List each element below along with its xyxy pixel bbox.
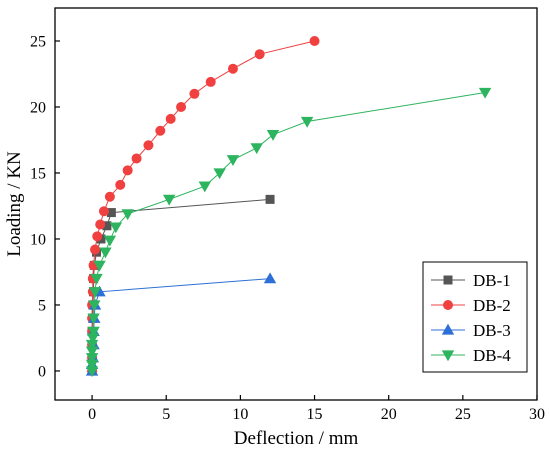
x-axis-title: Deflection / mm [234,428,359,449]
data-point [93,260,106,272]
data-point [176,101,187,112]
legend-marker [441,323,455,335]
data-point [265,194,275,204]
series-line [91,278,271,371]
data-point [121,209,134,221]
x-tick-label: 5 [162,406,170,423]
legend: DB-1 DB-2 DB-3 DB-4 [422,261,528,373]
data-point [143,140,154,151]
series-line [91,40,315,371]
data-point [88,287,102,298]
data-point [102,221,112,231]
x-tick-label: 30 [529,406,545,423]
legend-marker [443,300,453,310]
data-point [162,194,176,206]
data-point [99,247,112,259]
data-point [103,235,117,247]
data-point [266,130,280,141]
data-point [85,339,99,351]
y-tick-label: 15 [30,165,46,182]
data-point [254,49,265,60]
axes: 0 5 10 15 20 25 30 0 5 10 15 20 25 [30,33,545,423]
y-tick-label: 0 [38,363,46,380]
data-point [189,88,200,99]
data-point [227,63,238,74]
legend-marker [443,275,453,285]
x-tick-label: 0 [88,406,96,423]
data-point [98,206,109,217]
data-point [85,346,99,358]
legend-label: DB-2 [473,296,511,315]
data-point [87,313,100,325]
data-point [213,168,226,180]
data-point [106,208,116,218]
data-point [131,153,142,164]
data-point [250,143,263,155]
data-point [115,179,126,190]
y-tick-label: 10 [30,231,46,248]
data-point [90,244,101,255]
plot-area [54,7,538,401]
legend-label: DB-4 [473,346,511,365]
series-db-2 [87,35,320,376]
data-point [165,113,176,124]
y-axis-title: Loading / KN [4,151,25,257]
data-point [104,191,115,202]
data-point [309,35,320,46]
x-tick-label: 10 [232,406,248,423]
data-point [155,125,166,136]
legend-label: DB-1 [473,271,511,290]
plot-frame [54,7,538,401]
y-tick-label: 20 [30,99,46,116]
series-db-4 [85,87,492,378]
series-db-3 [85,272,277,376]
data-point [198,181,211,193]
x-tick-label: 20 [381,406,397,423]
data-point [85,366,99,378]
x-tick-label: 25 [455,406,471,423]
data-point [478,87,492,99]
data-point [263,272,277,284]
data-point [109,222,123,234]
data-point [87,326,100,338]
x-tick-label: 15 [307,406,323,423]
y-tick-label: 25 [30,33,46,50]
data-point [205,76,216,87]
data-point [90,273,103,285]
y-tick-label: 5 [38,297,46,314]
legend-marker [441,350,455,362]
data-point [86,333,100,345]
data-point [122,165,133,176]
series-layer [85,35,492,378]
data-point [226,155,240,166]
data-point [300,116,314,128]
data-point [92,231,103,242]
data-point [95,219,106,230]
data-point [85,353,99,364]
data-point [85,359,99,371]
data-point [88,300,101,312]
legend-label: DB-3 [473,321,511,340]
